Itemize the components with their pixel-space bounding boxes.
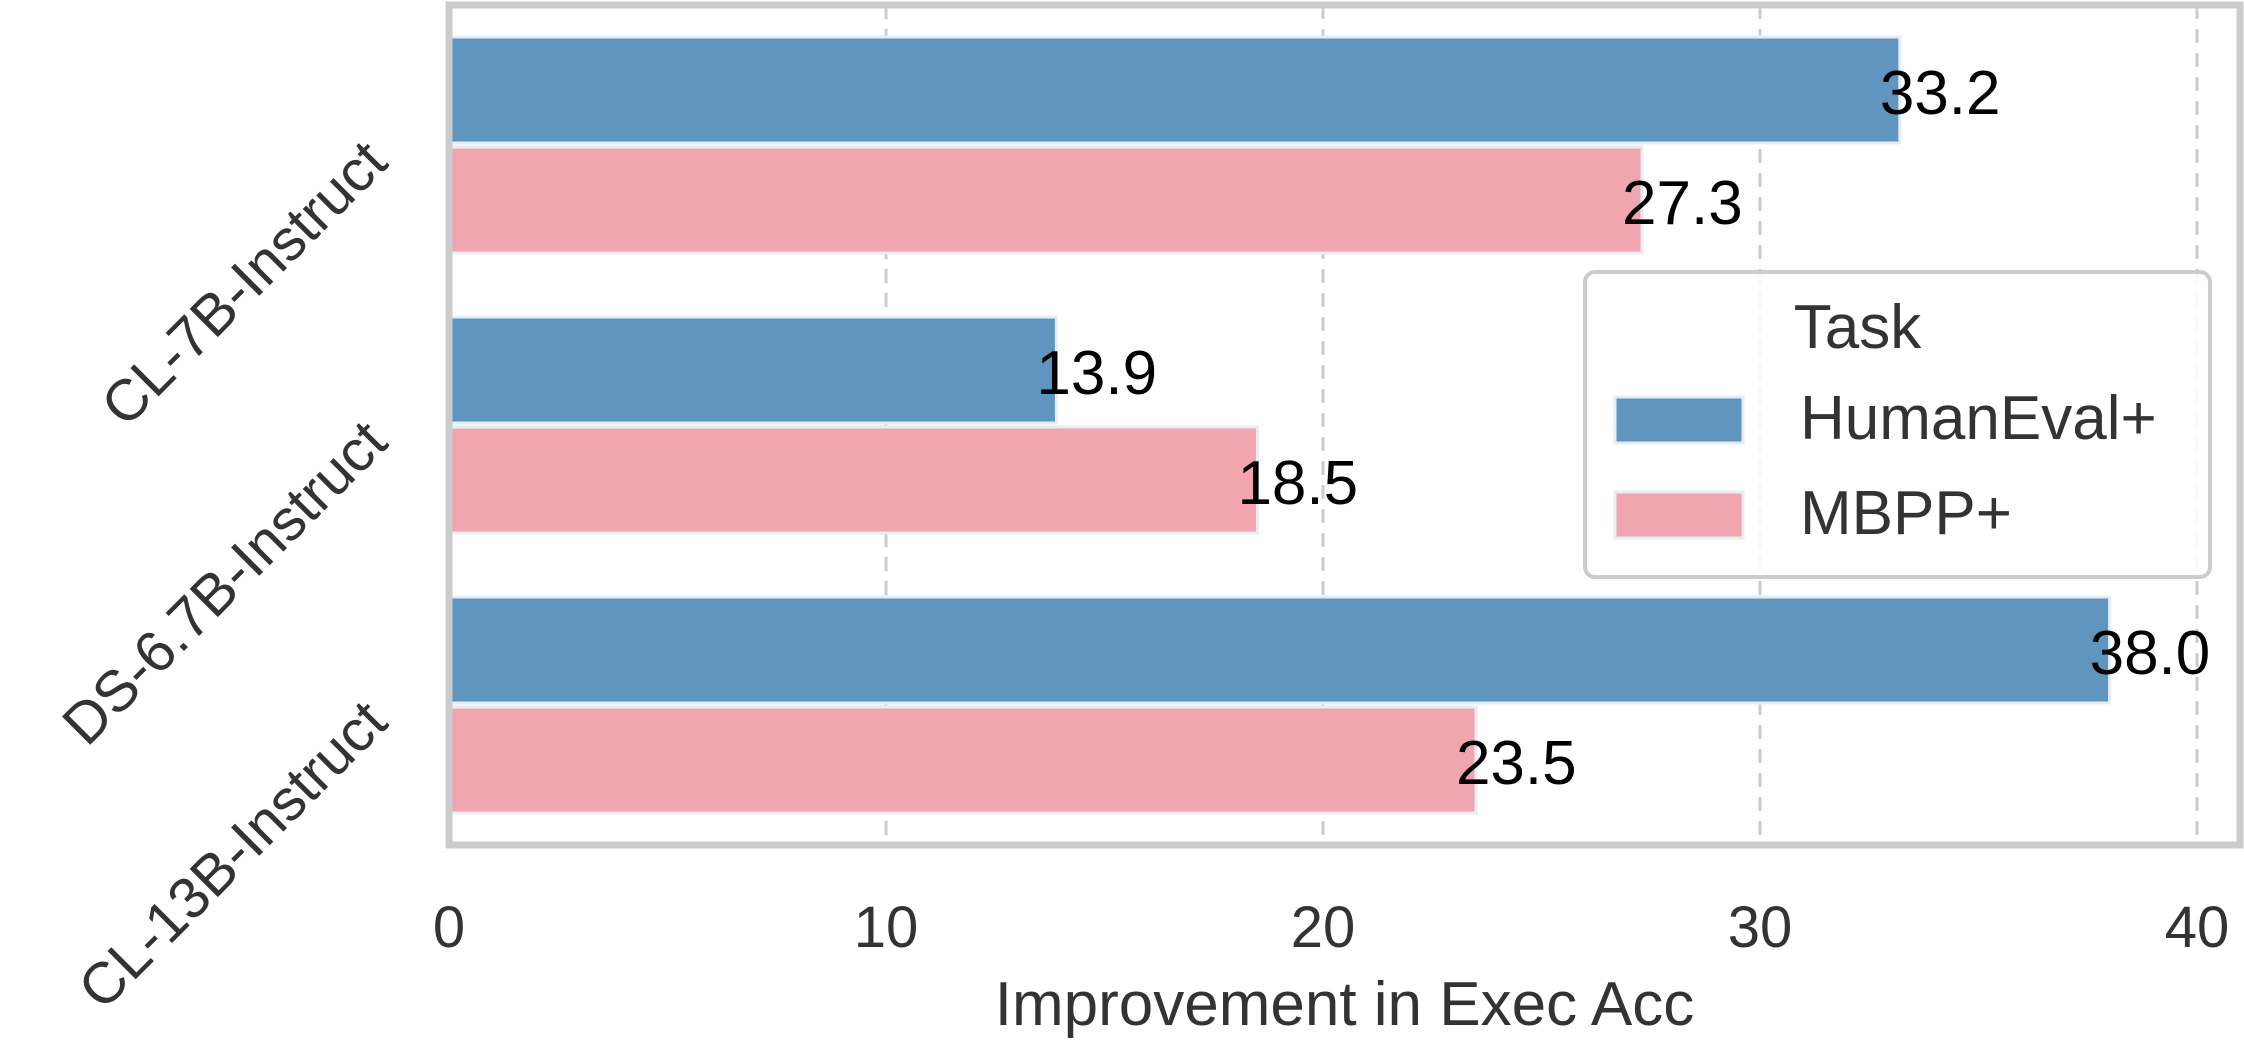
value-label-mbpp-cl-7b-instruct: 27.3 — [1622, 169, 1743, 238]
value-label-mbpp-cl-13b-instruct: 23.5 — [1456, 729, 1577, 798]
legend-title: Task — [1794, 293, 1922, 362]
x-tick-label-0: 0 — [433, 895, 465, 960]
bars — [447, 35, 2112, 815]
plot-frame — [445, 1, 2244, 849]
y-axis-ticks: CL-7B-InstructDS-6.7B-InstructCL-13B-Ins… — [50, 128, 399, 1021]
x-axis-ticks: 0 10 20 30 40 — [433, 895, 2229, 960]
value-label-mbpp-ds-6-7b-instruct: 18.5 — [1237, 449, 1358, 518]
bar-mbpp-cl-7b-instruct — [447, 145, 1644, 255]
x-tick-label-20: 20 — [1291, 895, 1356, 960]
x-tick-label-10: 10 — [854, 895, 919, 960]
bar-mbpp-cl-13b-instruct — [447, 705, 1478, 815]
legend-swatch-humaneval — [1613, 395, 1745, 445]
legend-swatch-mbpp — [1613, 490, 1745, 540]
x-tick-label-30: 30 — [1728, 895, 1793, 960]
bar-humaneval-cl-7b-instruct — [447, 35, 1902, 145]
value-label-humaneval-cl-13b-instruct: 38.0 — [2090, 619, 2211, 688]
value-label-humaneval-cl-7b-instruct: 33.2 — [1880, 59, 2001, 128]
y-tick-label-cl-7b-instruct: CL-7B-Instruct — [89, 128, 399, 438]
bar-mbpp-ds-6-7b-instruct — [447, 425, 1259, 535]
legend-label-mbpp: MBPP+ — [1800, 479, 2012, 548]
legend: Task HumanEval+ MBPP+ — [1583, 270, 2212, 579]
legend-label-humaneval: HumanEval+ — [1800, 384, 2157, 453]
bar-humaneval-cl-13b-instruct — [447, 595, 2112, 705]
y-tick-label-cl-13b-instruct: CL-13B-Instruct — [66, 688, 399, 1021]
x-tick-label-40: 40 — [2165, 895, 2230, 960]
x-axis-label: Improvement in Exec Acc — [995, 970, 1695, 1039]
value-labels: 33.2 27.3 13.9 18.5 38.0 23.5 — [1036, 59, 2210, 798]
bar-humaneval-ds-6-7b-instruct — [447, 315, 1058, 425]
legend-items: HumanEval+ MBPP+ — [1613, 384, 2157, 548]
value-label-humaneval-ds-6-7b-instruct: 13.9 — [1036, 339, 1157, 408]
